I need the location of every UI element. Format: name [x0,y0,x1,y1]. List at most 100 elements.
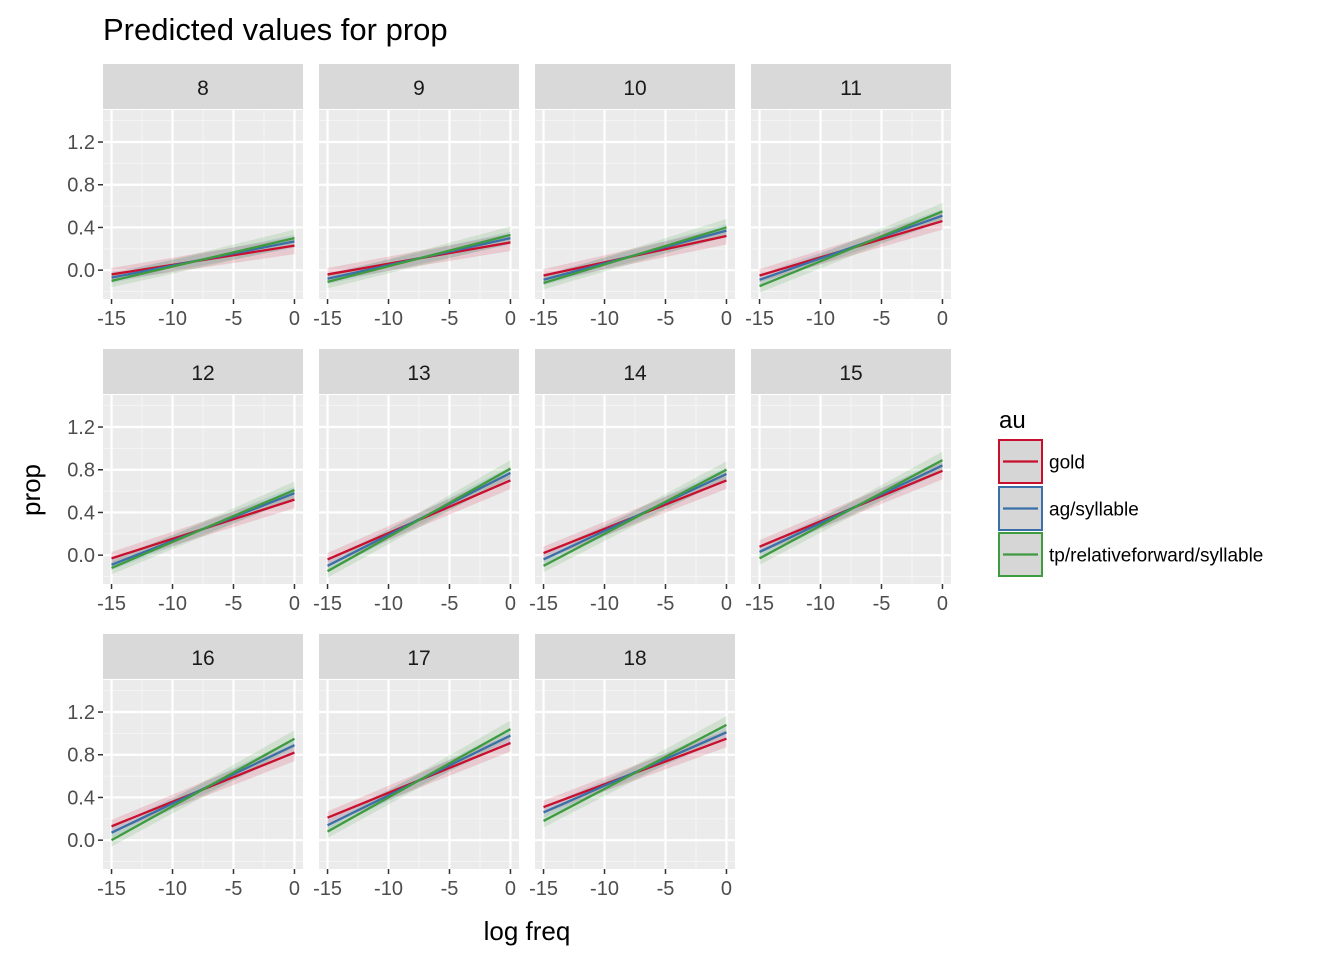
y-tick-label: 1.2 [67,132,95,154]
facet-strip [319,64,519,109]
facet-panel: 14 -15 -10 -5 0 [529,349,735,615]
x-tick-label: 0 [721,308,732,330]
x-tick-label: -10 [590,878,619,900]
series-line [759,210,943,288]
legend-item: tp/relativeforward/syllable [998,532,1263,577]
y-tick-label: 0.8 [67,175,95,197]
series-line [758,459,944,560]
y-tick-label: 0.0 [67,830,95,852]
x-tick-label: -15 [745,308,774,330]
x-tick-label: -15 [745,593,774,615]
y-tick-label: 1.2 [67,417,95,439]
y-axis-title: prop [16,464,46,516]
x-tick-label: -10 [158,593,187,615]
x-tick-label: -10 [590,593,619,615]
facet-panel: 16 0.0 0.4 0.8 1.2 -15 -10 -5 0 [67,634,303,900]
x-tick-label: -5 [657,878,675,900]
facet-strip [319,634,519,679]
series-line [543,468,727,567]
legend-label: tp/relativeforward/syllable [1049,546,1263,567]
legend-item: gold [998,439,1085,484]
facet-strip-label: 14 [623,362,647,385]
x-tick-label: -5 [873,593,891,615]
facet-strip-label: 9 [413,77,425,100]
facet-strip-label: 13 [407,362,430,385]
facet-strip [535,349,735,394]
y-tick-label: 0.8 [67,745,95,767]
facet-strip-label: 10 [623,77,646,100]
x-tick-label: 0 [505,308,516,330]
series-line [111,488,295,570]
x-tick-label: -10 [806,308,835,330]
facet-strip-label: 11 [840,77,862,100]
facet-panel: 13 -15 -10 -5 0 [313,349,519,615]
y-tick-label: 0.0 [67,545,95,567]
facet-strip [319,349,519,394]
legend-title: au [999,407,1026,434]
x-tick-label: -15 [529,878,558,900]
x-tick-label: -10 [374,878,403,900]
x-tick-label: -15 [97,308,126,330]
legend: au gold ag/syllable tp/relativeforward/syl… [998,407,1263,577]
facet-panel: 12 0.0 0.4 0.8 1.2 -15 -10 -5 0 [67,349,303,615]
x-tick-label: -5 [873,308,891,330]
x-tick-label: -5 [441,878,459,900]
x-tick-label: -15 [97,878,126,900]
x-tick-label: -10 [374,308,403,330]
facet-panel: 18 -15 -10 -5 0 [529,634,735,900]
series-line [110,737,296,842]
series-line [327,233,511,284]
x-tick-label: -15 [313,593,342,615]
legend-label: ag/syllable [1049,500,1139,521]
facet-panel: 15 -15 -10 -5 0 [745,349,951,615]
x-tick-label: -10 [158,878,187,900]
x-tick-label: -15 [529,593,558,615]
x-tick-label: 0 [289,593,300,615]
facet-panels: 8 0.0 0.4 0.8 1.2 -15 -10 -5 0 9 -15 -10 -5 0 10 -15 -10… [67,64,951,900]
series-line [543,723,727,822]
facet-strip [535,634,735,679]
x-tick-label: -5 [441,593,459,615]
facet-strip [103,349,303,394]
facet-panel: 11 -15 -10 -5 0 [745,64,951,330]
facet-panel: 8 0.0 0.4 0.8 1.2 -15 -10 -5 0 [67,64,303,330]
facet-strip-label: 16 [191,647,214,670]
x-tick-label: 0 [289,308,300,330]
x-tick-label: 0 [721,593,732,615]
x-tick-label: 0 [505,593,516,615]
facet-strip [751,64,951,109]
y-tick-label: 0.0 [67,260,95,282]
facet-panel: 17 -15 -10 -5 0 [313,634,519,900]
x-tick-label: -5 [657,593,675,615]
legend-item: ag/syllable [998,486,1139,531]
x-tick-label: 0 [721,878,732,900]
legend-label: gold [1049,453,1085,474]
x-tick-label: -10 [158,308,187,330]
x-tick-label: -5 [225,593,243,615]
facet-strip-label: 8 [197,77,209,100]
x-tick-label: -15 [97,593,126,615]
x-tick-label: 0 [505,878,516,900]
y-tick-label: 0.4 [67,787,95,809]
x-tick-label: -10 [590,308,619,330]
x-tick-label: -15 [313,308,342,330]
x-axis-title: log freq [484,916,571,946]
x-tick-label: -5 [657,308,675,330]
series-line [326,467,512,573]
y-tick-label: 1.2 [67,702,95,724]
facet-strip-label: 15 [839,362,862,385]
x-tick-label: 0 [289,878,300,900]
facet-strip-label: 12 [191,362,214,385]
facet-strip [103,634,303,679]
x-tick-label: 0 [937,308,948,330]
x-tick-label: -15 [529,308,558,330]
facet-strip-label: 17 [407,647,430,670]
x-tick-label: -15 [313,878,342,900]
chart-title: Predicted values for prop [103,12,448,47]
series-line [111,237,295,282]
facet-strip [751,349,951,394]
facet-strip [103,64,303,109]
series-line [326,728,512,833]
x-tick-label: -5 [225,308,243,330]
